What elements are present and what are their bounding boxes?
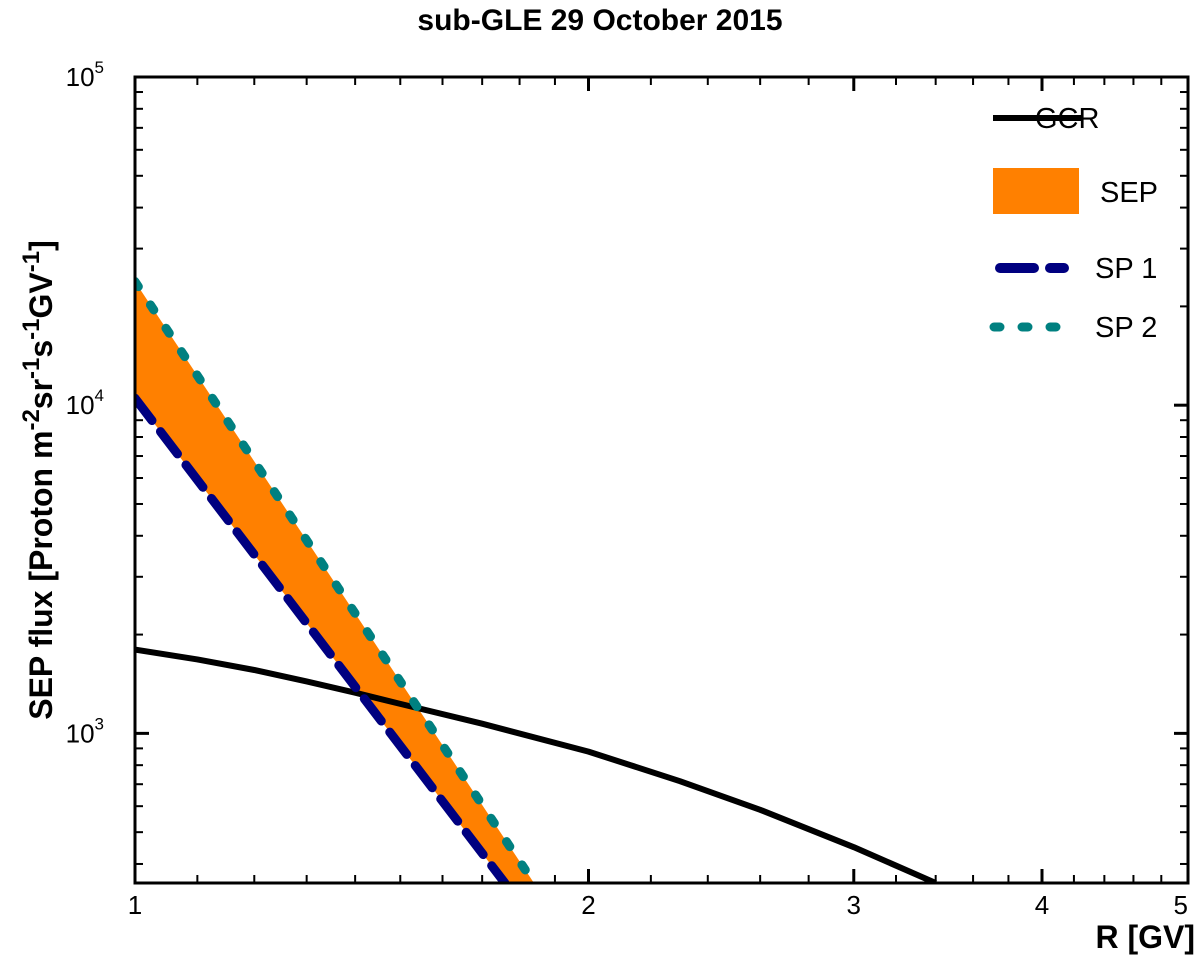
series-layer bbox=[135, 277, 937, 883]
legend-item-gcr: GCR bbox=[993, 103, 1099, 135]
x-tick-label: 1 bbox=[128, 890, 142, 920]
y-axis-label: SEP flux [Proton m-2sr-1s-1GV-1] bbox=[18, 240, 60, 720]
plot-frame bbox=[133, 75, 1190, 885]
x-tick-label: 4 bbox=[1035, 890, 1049, 920]
y-tick-label: 105 bbox=[66, 58, 104, 92]
legend-swatch-sep bbox=[993, 168, 1079, 214]
y-axis-label-exponent: -1 bbox=[18, 251, 45, 272]
gcr-line bbox=[135, 646, 937, 883]
axis-tick-labels: 1 2 3 4 5 103 104 105 bbox=[66, 58, 1188, 920]
y-axis-label-unit: s bbox=[23, 340, 59, 358]
legend: GCR SEP SP 1 SP 2 bbox=[989, 103, 1158, 344]
sp1-line bbox=[135, 393, 510, 883]
y-axis-label-unit: ] bbox=[23, 240, 59, 251]
chart-title: sub-GLE 29 October 2015 bbox=[417, 4, 782, 37]
legend-item-sp-2: SP 2 bbox=[989, 312, 1157, 344]
y-tick-label: 104 bbox=[66, 386, 104, 420]
sp2-line bbox=[135, 277, 539, 883]
x-tick-label: 5 bbox=[1174, 890, 1188, 920]
y-axis-label-exponent: -2 bbox=[18, 409, 45, 430]
legend-label: SP 2 bbox=[1095, 312, 1157, 344]
y-axis-label-exponent: -1 bbox=[18, 358, 45, 379]
x-tick-label: 2 bbox=[581, 890, 595, 920]
x-tick-label: 3 bbox=[847, 890, 861, 920]
legend-item-sep: SEP bbox=[993, 168, 1158, 214]
y-axis-label-exponent: -1 bbox=[18, 318, 45, 339]
legend-label: GCR bbox=[1035, 103, 1099, 135]
x-axis-label: R [GV] bbox=[1095, 919, 1195, 955]
y-axis-label-prefix: SEP flux [Proton m bbox=[23, 431, 59, 720]
y-axis-label-unit: GV bbox=[23, 272, 59, 319]
legend-item-sp-1: SP 1 bbox=[995, 253, 1157, 285]
y-tick-label: 103 bbox=[66, 714, 104, 748]
y-axis-label-unit: sr bbox=[23, 379, 59, 409]
legend-label: SP 1 bbox=[1095, 253, 1157, 285]
legend-label: SEP bbox=[1100, 177, 1158, 209]
